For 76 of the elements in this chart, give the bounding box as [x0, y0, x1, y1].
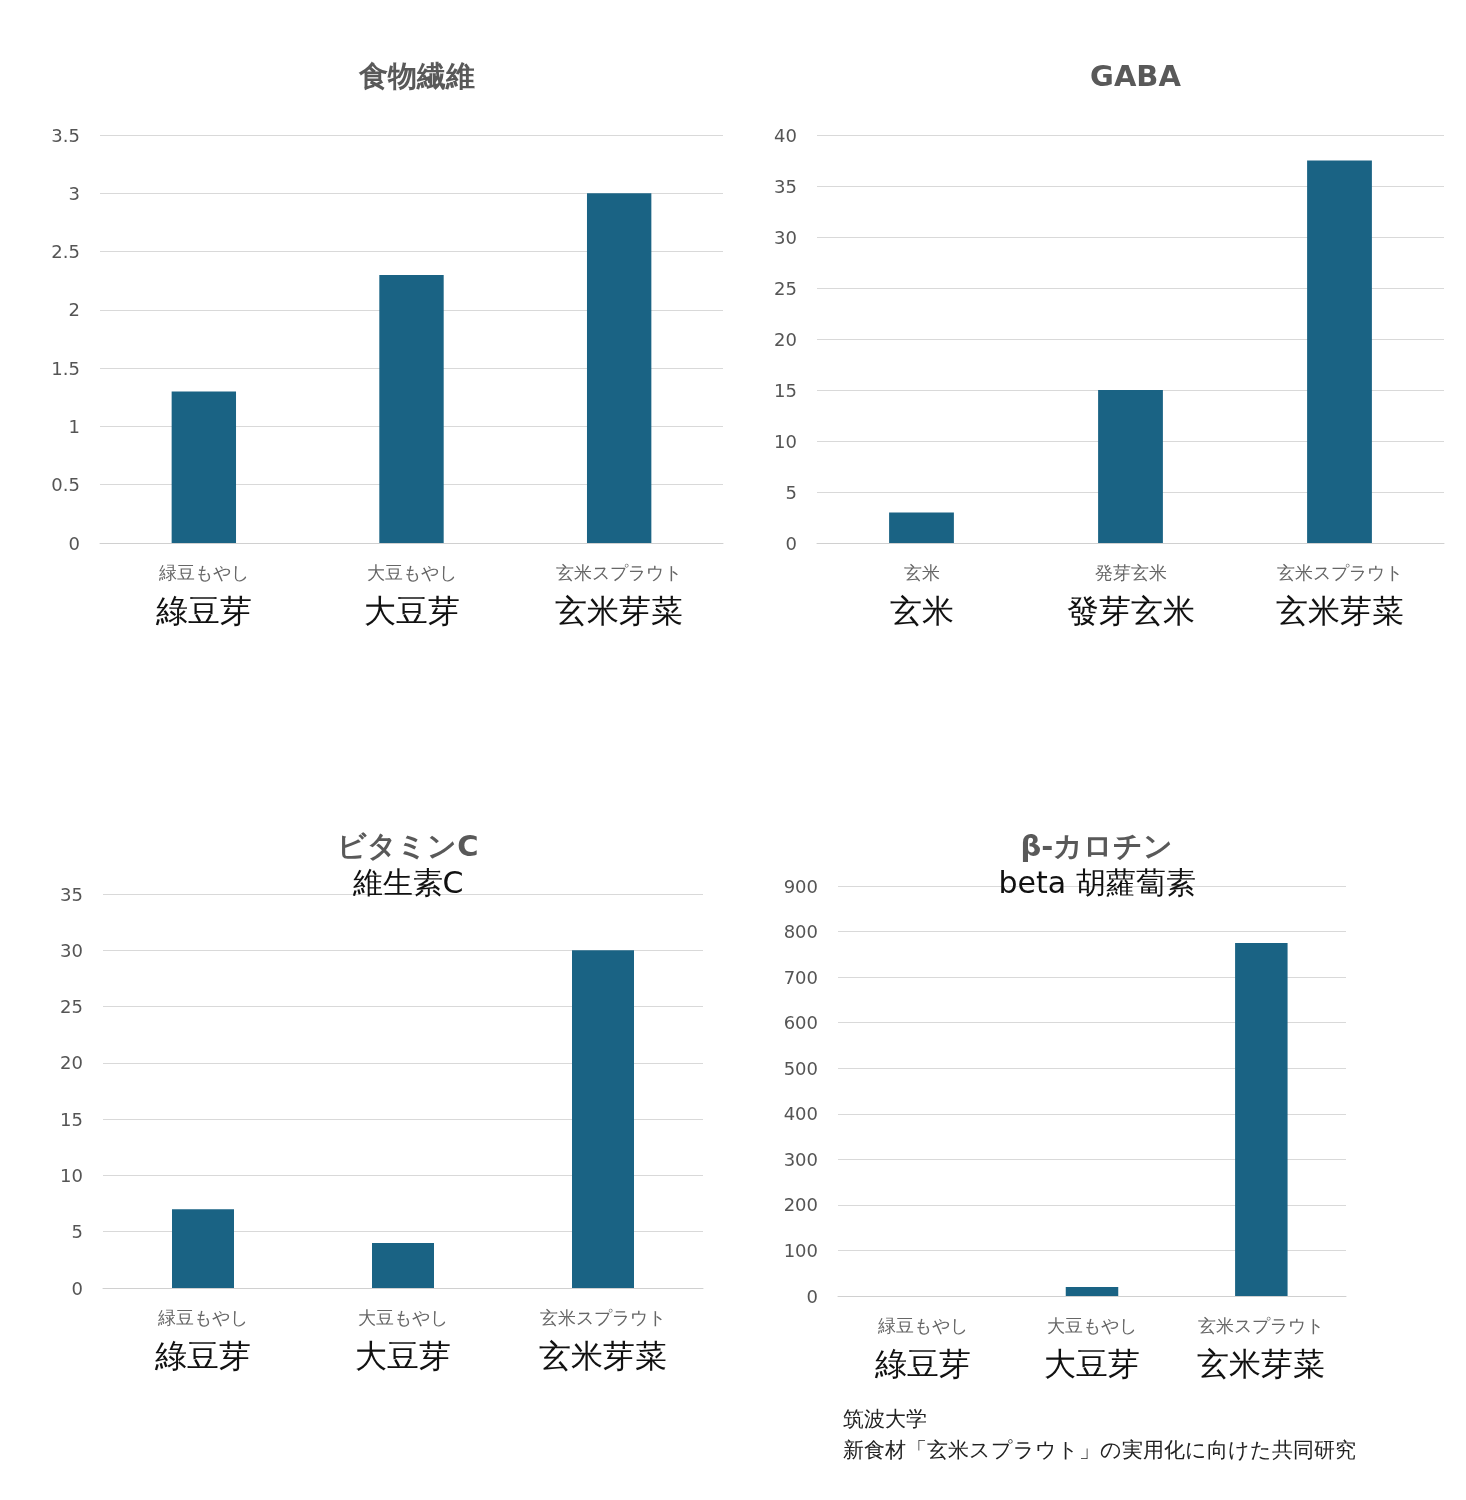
chart-title: 食物繊維	[357, 58, 475, 93]
y-tick-label: 35	[774, 175, 797, 197]
text: 綠豆芽	[873, 1345, 971, 1383]
x-tick-label: 玄米スプラウト	[1198, 1314, 1325, 1336]
y-tick-label: 20	[774, 328, 797, 350]
y-tick-label: 0.5	[51, 474, 80, 496]
y-tick-label: 2	[68, 299, 80, 321]
y-tick-label: 3.5	[51, 124, 80, 146]
bar	[379, 274, 444, 543]
x-tick-label: 大豆もやし	[1047, 1314, 1137, 1336]
x-tick-label: 大豆もやし	[366, 561, 457, 583]
y-tick-label: 5	[785, 481, 797, 503]
text: 玄米芽菜	[539, 1337, 667, 1375]
y-tick-label: 5	[71, 1221, 83, 1243]
x-tick-label: 玄米スプラウト	[1276, 561, 1403, 583]
y-tick-label: 25	[774, 277, 797, 299]
chart-title: GABA	[1090, 58, 1182, 93]
bar	[889, 512, 954, 543]
y-tick-label: 30	[60, 939, 83, 961]
x-tick-label: 緑豆もやし	[876, 1314, 968, 1336]
bar	[586, 193, 652, 543]
bar	[572, 950, 634, 1288]
x-tick-label: 大豆もやし	[358, 1306, 448, 1328]
y-tick-label: 700	[783, 966, 818, 988]
text: 綠豆芽	[154, 592, 252, 630]
y-tick-label: 1.5	[51, 357, 80, 379]
y-tick-label: 900	[783, 875, 818, 897]
y-tick-label: 1	[68, 415, 80, 437]
y-tick-label: 35	[60, 883, 83, 905]
chart-title: ビタミンC	[337, 828, 479, 863]
y-tick-label: 20	[60, 1052, 83, 1074]
y-tick-label: 15	[60, 1108, 83, 1130]
bar	[171, 391, 237, 543]
bar	[372, 1242, 434, 1288]
x-tick-label: 玄米	[903, 561, 940, 583]
y-tick-label: 200	[783, 1194, 818, 1216]
y-tick-label: 2.5	[51, 241, 80, 263]
y-tick-label: 40	[774, 124, 797, 146]
y-tick-label: 30	[774, 226, 797, 248]
y-tick-label: 0	[785, 532, 797, 554]
y-tick-label: 400	[783, 1103, 818, 1125]
y-tick-label: 25	[60, 996, 83, 1018]
y-tick-label: 100	[783, 1239, 818, 1261]
text: 玄米芽菜	[555, 592, 684, 630]
bar	[172, 1209, 234, 1288]
x-tick-label: 発芽玄米	[1094, 561, 1167, 583]
text: 新食材「玄米スプラウト」の実用化に向けた共同研究	[843, 1437, 1356, 1462]
y-tick-label: 0	[806, 1285, 818, 1307]
text: 大豆芽	[355, 1337, 451, 1375]
bar	[1307, 160, 1372, 543]
y-tick-label: 800	[783, 921, 818, 943]
text: 玄米芽菜	[1275, 592, 1404, 630]
text: 綠豆芽	[154, 1337, 251, 1375]
text: 筑波大学	[843, 1406, 927, 1431]
text: 大豆芽	[363, 592, 460, 630]
y-tick-label: 10	[60, 1164, 83, 1186]
text: 玄米	[889, 592, 954, 630]
y-tick-label: 300	[783, 1148, 818, 1170]
y-tick-label: 500	[783, 1057, 818, 1079]
chart-subtitle: 維生素C	[351, 864, 464, 900]
bar	[1098, 390, 1163, 543]
chart-title: β-カロチン	[1020, 828, 1174, 863]
x-tick-label: 玄米スプラウト	[556, 561, 683, 583]
y-tick-label: 10	[774, 430, 797, 452]
x-tick-label: 緑豆もやし	[157, 561, 249, 583]
text: 玄米芽菜	[1197, 1345, 1326, 1383]
x-tick-label: 玄米スプラウト	[540, 1306, 666, 1328]
chart-subtitle: beta 胡蘿蔔素	[998, 864, 1196, 900]
y-tick-label: 600	[783, 1012, 818, 1034]
y-tick-label: 0	[68, 532, 80, 554]
text: 發芽玄米	[1066, 592, 1195, 630]
y-tick-label: 15	[774, 379, 797, 401]
y-tick-label: 3	[68, 182, 80, 204]
y-tick-label: 0	[71, 1277, 83, 1299]
text: 大豆芽	[1044, 1345, 1140, 1383]
x-tick-label: 緑豆もやし	[157, 1306, 248, 1328]
